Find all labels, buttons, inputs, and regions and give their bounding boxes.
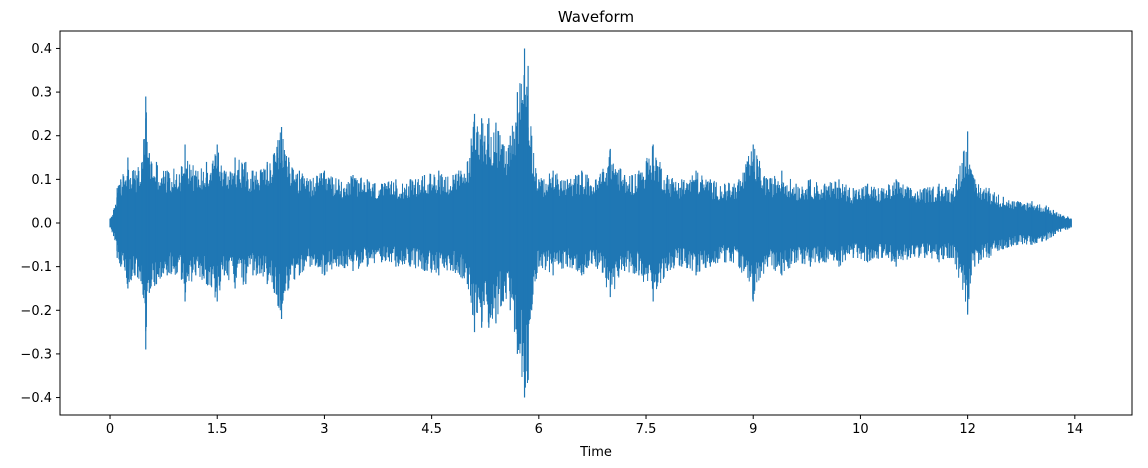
- x-tick-label: 0: [106, 422, 114, 437]
- y-tick-label: 0.3: [31, 86, 52, 101]
- x-tick-label: 7.5: [636, 422, 657, 437]
- y-tick-label: −0.4: [20, 391, 52, 406]
- y-tick-label: 0.2: [31, 129, 52, 144]
- x-tick-label: 9: [749, 422, 757, 437]
- x-tick-label: 12: [959, 422, 976, 437]
- x-axis-label: Time: [579, 445, 612, 460]
- x-tick-label: 10: [852, 422, 869, 437]
- y-tick-label: 0.0: [31, 217, 52, 232]
- y-tick-label: −0.3: [20, 347, 52, 362]
- x-tick-label: 14: [1067, 422, 1084, 437]
- y-tick-label: −0.1: [20, 260, 52, 275]
- y-tick-label: 0.4: [31, 42, 52, 57]
- axes-layer: 0 1.5 3 4.5 6 7.5 9 10 12 14 0.4 0.3 0.2 0.1 0.0 −0.1 −0…: [20, 30, 1133, 437]
- y-tick-label: 0.1: [31, 173, 52, 188]
- chart-title: Waveform: [558, 8, 634, 26]
- waveform-line: [109, 75, 1072, 388]
- series-layer: [109, 48, 1072, 398]
- x-tick-label: 1.5: [207, 422, 228, 437]
- x-tick-label: 6: [535, 422, 543, 437]
- x-tick-label: 3: [320, 422, 328, 437]
- y-tick-label: −0.2: [20, 304, 52, 319]
- x-tick-label: 4.5: [421, 422, 442, 437]
